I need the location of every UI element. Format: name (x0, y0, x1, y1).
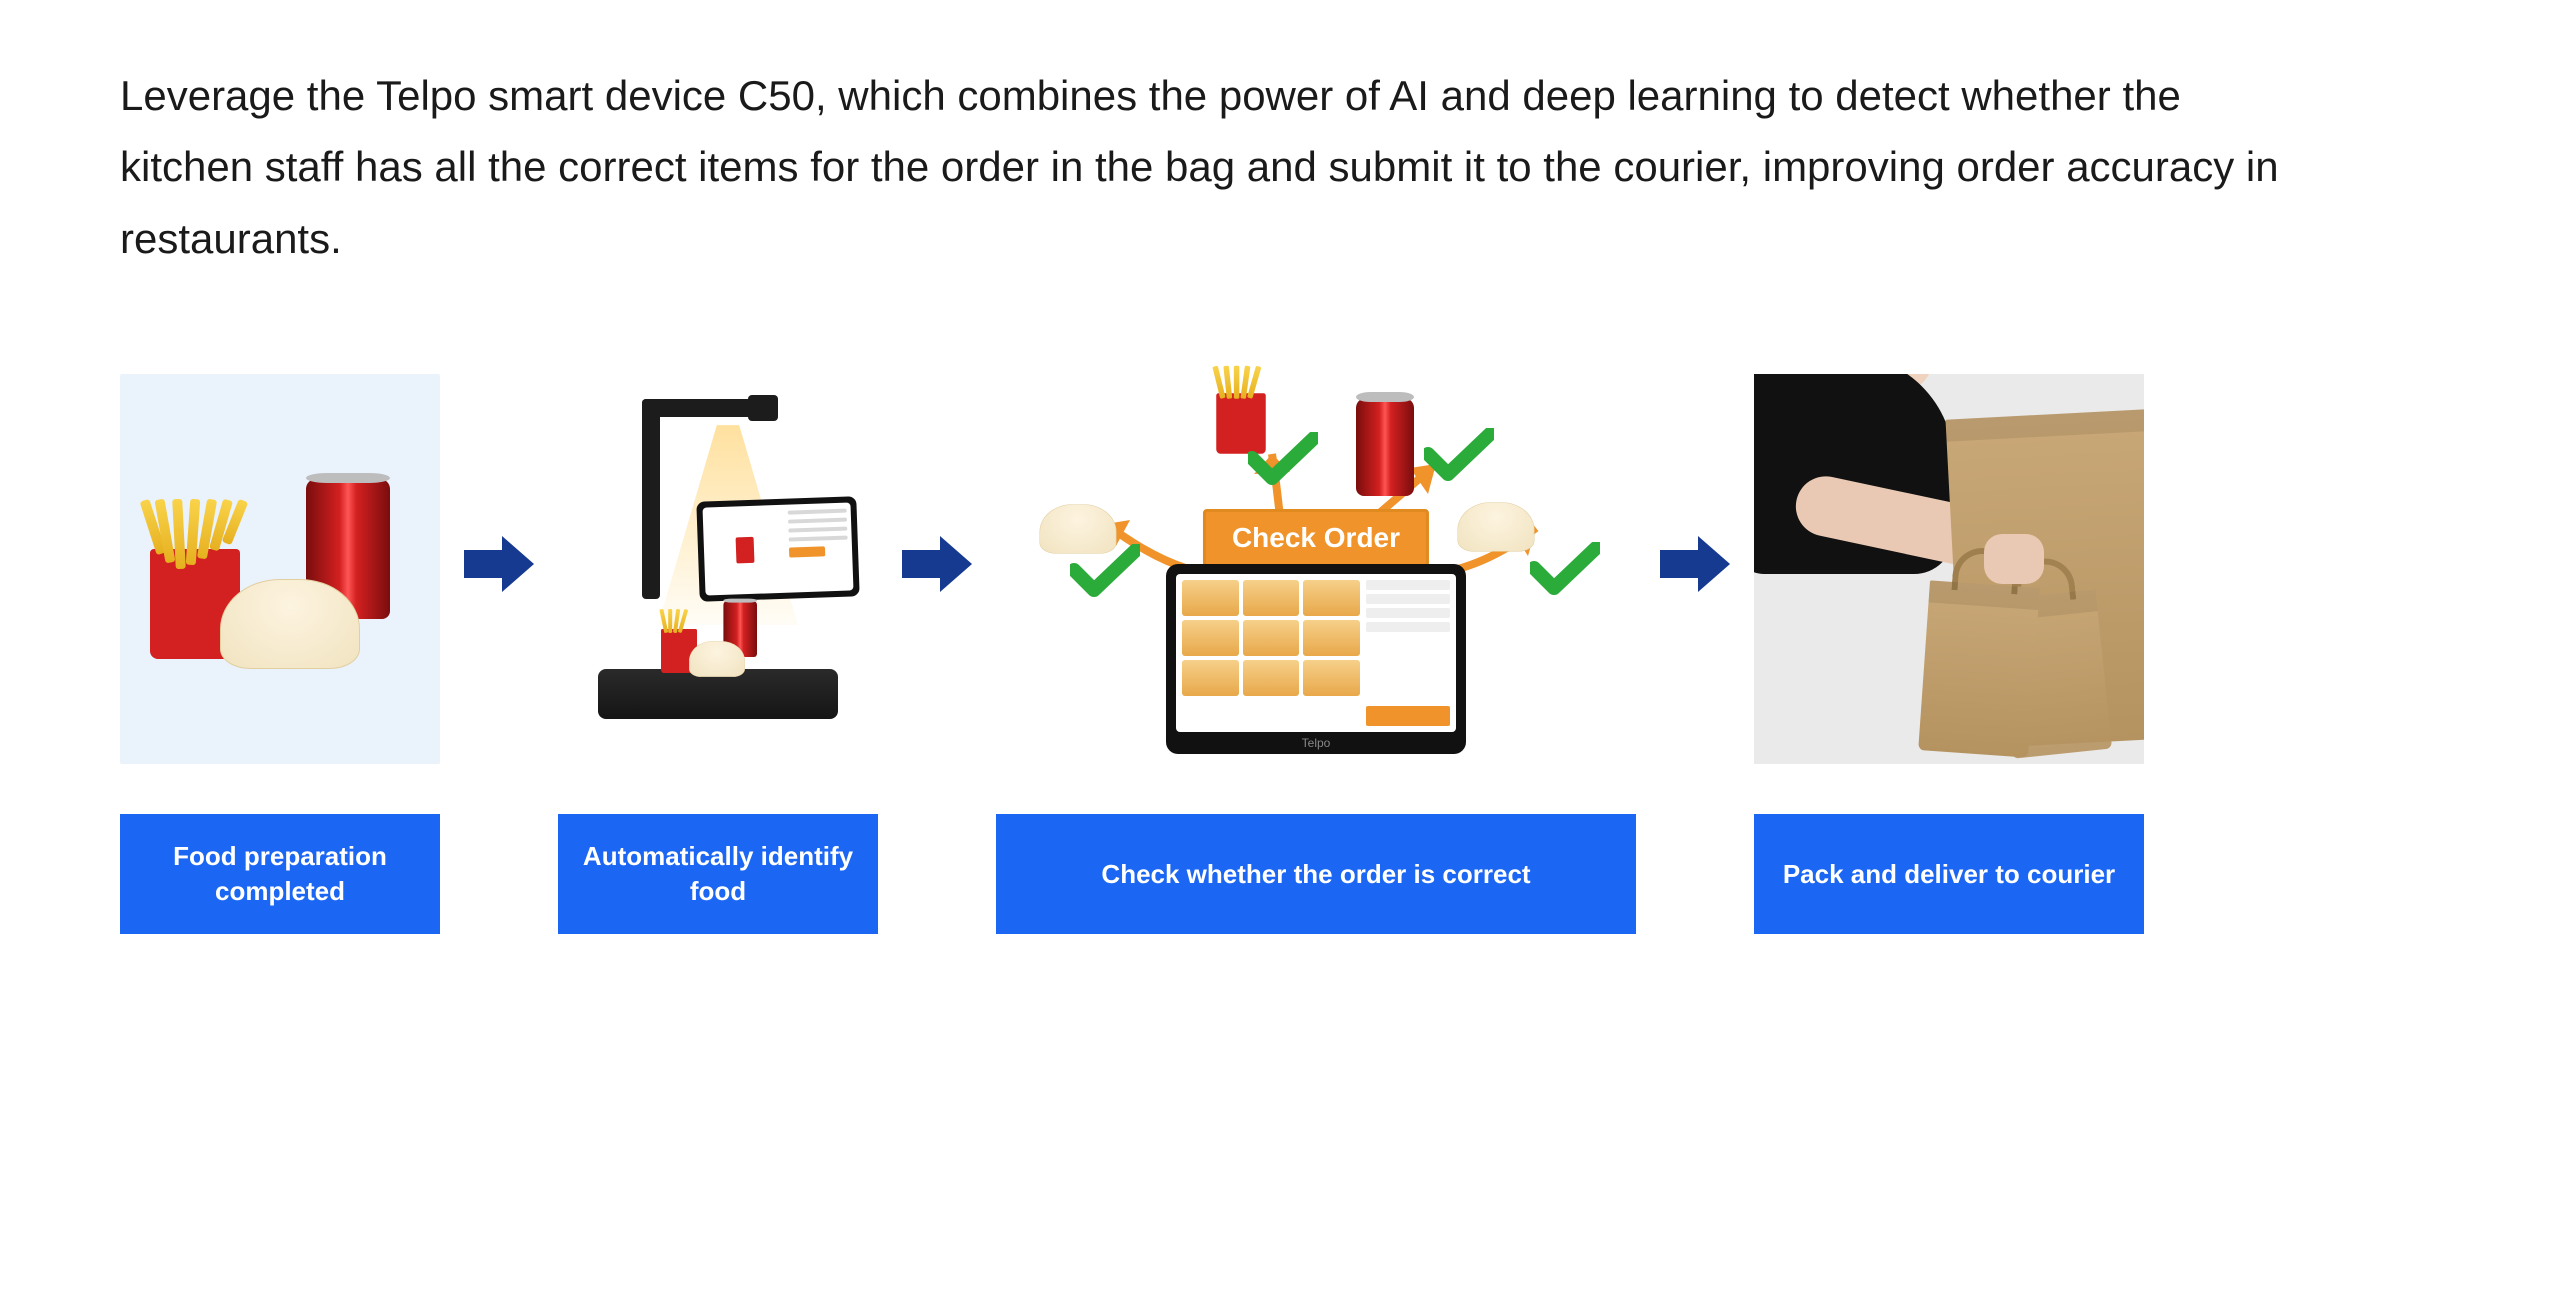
checkmark-4 (1530, 542, 1600, 596)
checkmark-2 (1248, 432, 1318, 486)
tablet-device: Telpo (1166, 564, 1466, 754)
flow-arrow-3 (1660, 536, 1730, 592)
check-order-badge: Check Order (1203, 509, 1429, 567)
step2-label: Automatically identify food (558, 814, 878, 934)
step4-image-panel (1754, 374, 2144, 764)
step-check-order: Check Order Telpo (996, 374, 1636, 934)
step1-image-panel (120, 374, 440, 764)
checkmark-1 (1070, 544, 1140, 598)
step-food-prep: Food preparation completed (120, 374, 440, 934)
courier-illustration (1754, 374, 2144, 764)
step3-image-panel: Check Order Telpo (996, 374, 1636, 764)
step3-label: Check whether the order is correct (996, 814, 1636, 934)
step-identify-food: Automatically identify food (558, 374, 878, 934)
burger-wrapper (220, 579, 360, 669)
description-text: Leverage the Telpo smart device C50, whi… (120, 60, 2320, 274)
flow-arrow-1 (464, 536, 534, 592)
step1-label: Food preparation completed (120, 814, 440, 934)
step2-image-panel (558, 374, 878, 764)
tablet-brand-label: Telpo (1302, 736, 1331, 750)
checkmark-3 (1424, 428, 1494, 482)
check-item-burger-right (1458, 502, 1535, 552)
bag-small-front (1918, 581, 2040, 758)
scanner-device (588, 399, 848, 739)
process-flow: Food preparation completed (120, 374, 2440, 934)
food-items-group (150, 469, 410, 669)
flow-arrow-2 (902, 536, 972, 592)
step4-label: Pack and deliver to courier (1754, 814, 2144, 934)
step-deliver-courier: Pack and deliver to courier (1754, 374, 2144, 934)
